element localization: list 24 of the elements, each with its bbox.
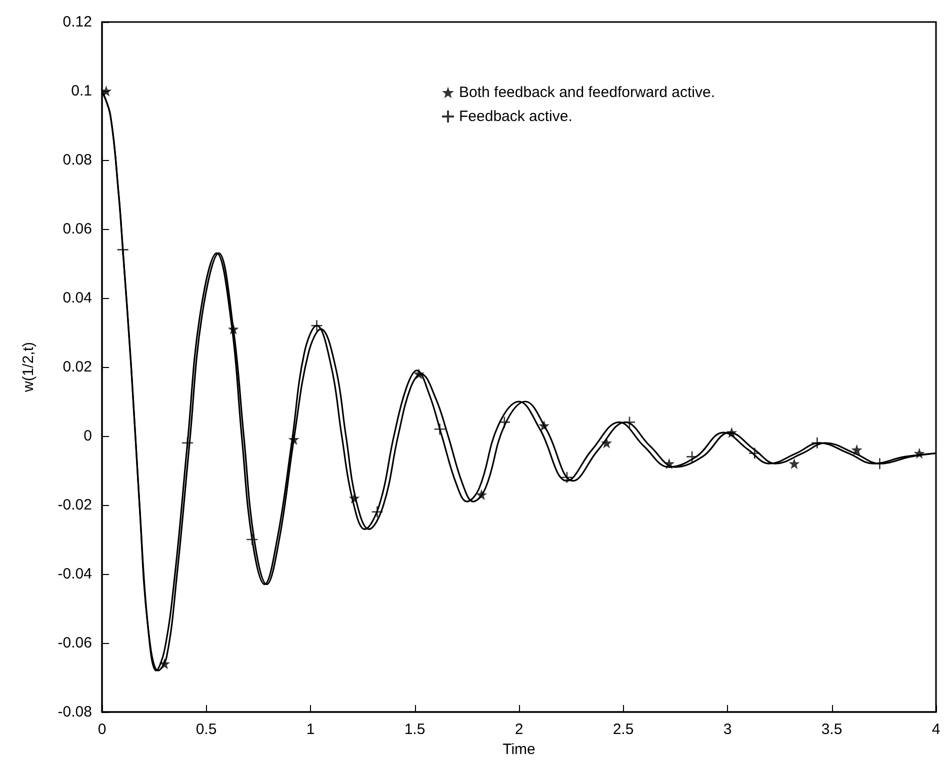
y-tick-label: 0.04 — [62, 290, 92, 306]
legend-label: Feedback active. — [459, 108, 572, 125]
y-tick-label: 0 — [84, 428, 92, 444]
y-tick-label: 0.12 — [62, 14, 92, 30]
y-axis-title: w(1/2,t) — [20, 342, 37, 394]
y-tick-label: 0.02 — [62, 358, 92, 376]
x-tick-label: 0.5 — [196, 721, 217, 738]
y-tick-label: -0.08 — [58, 704, 92, 720]
x-tick-label: 1 — [306, 721, 315, 738]
x-tick-label: 2.5 — [612, 721, 634, 738]
legend-label: Both feedback and feedforward active. — [459, 84, 716, 101]
y-tick-label: -0.06 — [58, 634, 92, 652]
y-tick-label: 0.1 — [71, 82, 92, 100]
x-axis-title: Time — [502, 740, 536, 758]
y-tick-label: -0.04 — [58, 566, 92, 582]
x-tick-label: 2 — [514, 721, 524, 738]
x-tick-label: 0 — [98, 721, 106, 738]
y-tick-label: 0.08 — [62, 152, 92, 168]
x-tick-label: 1.5 — [404, 721, 426, 738]
y-tick-label: -0.02 — [58, 496, 92, 514]
x-tick-label: 3 — [723, 721, 732, 738]
x-tick-label: 4 — [932, 721, 940, 738]
x-tick-label: 3.5 — [821, 721, 842, 738]
y-tick-label: 0.06 — [62, 220, 92, 238]
